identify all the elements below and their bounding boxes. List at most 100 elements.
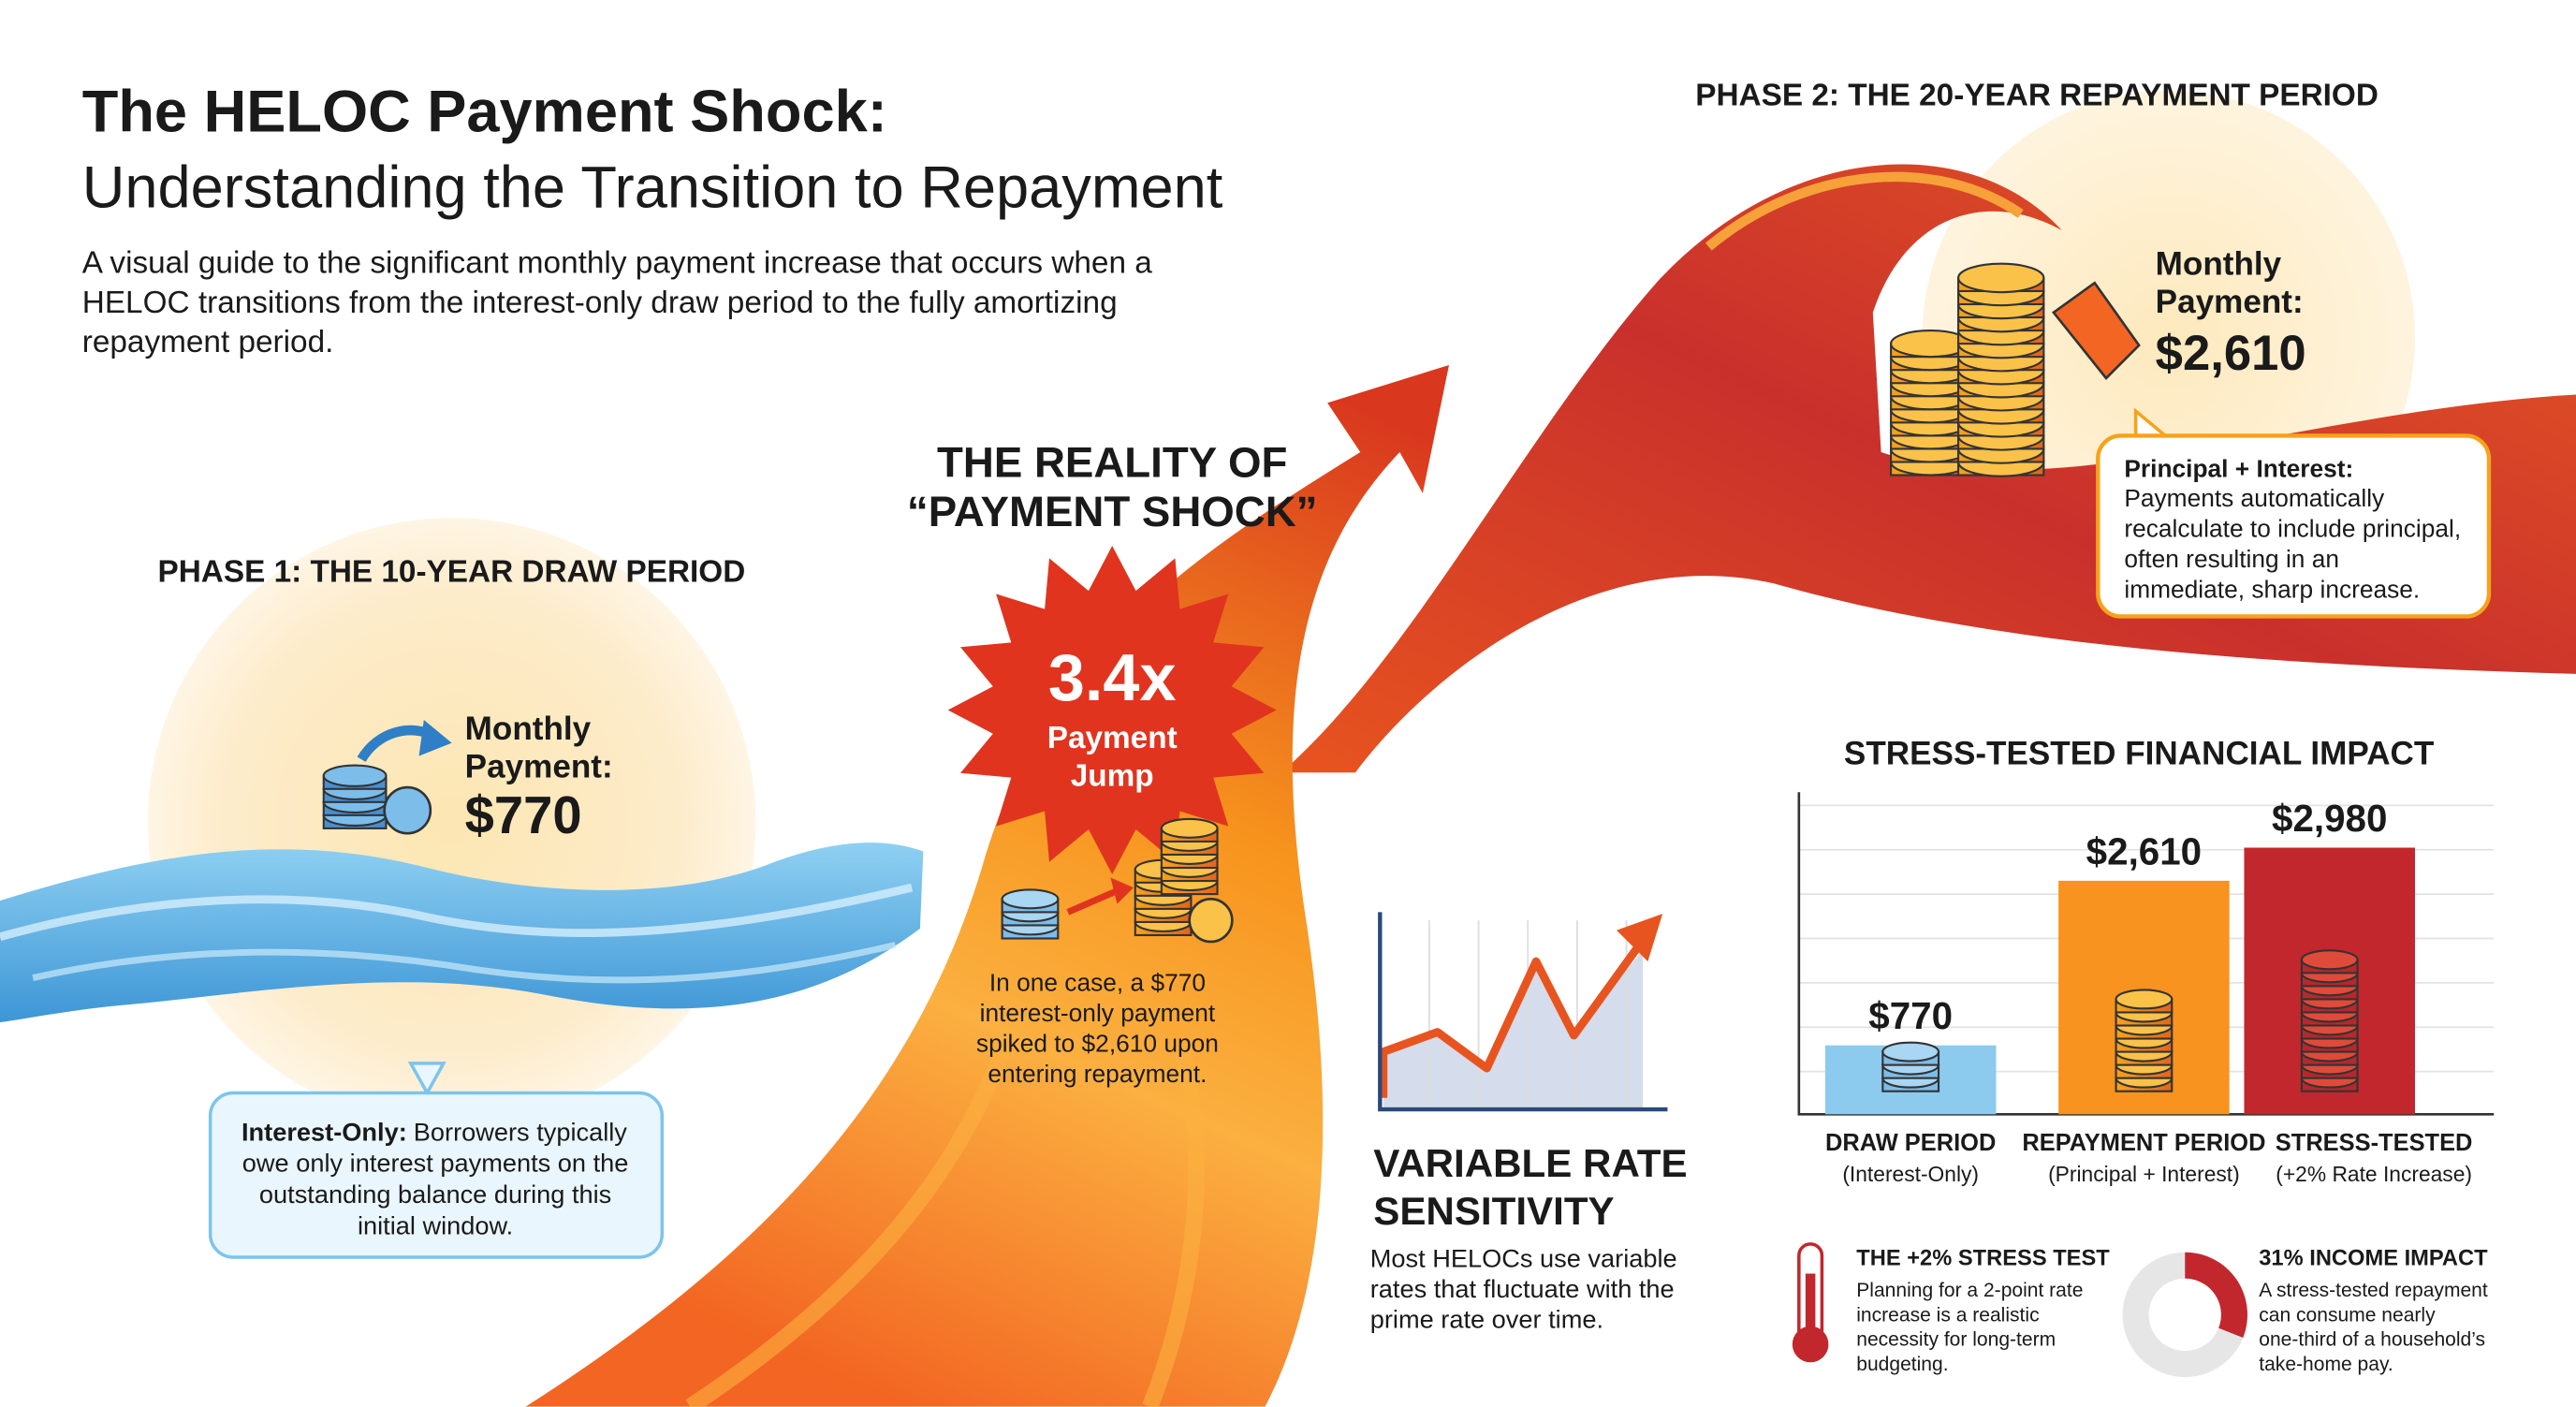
coin <box>1188 898 1234 944</box>
info-text: increase is a realistic <box>1856 1304 2039 1326</box>
coin-stack <box>1881 1041 1940 1092</box>
note-text: outstanding balance during this <box>259 1180 611 1209</box>
rate-mini-chart <box>1378 912 1668 1112</box>
phase-heading: PHASE 2: THE 20-YEAR REPAYMENT PERIOD <box>1695 79 2378 113</box>
x-tick-label: DRAW PERIOD <box>1825 1130 1996 1156</box>
phase-heading: PHASE 1: THE 10-YEAR DRAW PERIOD <box>157 555 745 590</box>
info-text: take-home pay. <box>2259 1354 2393 1375</box>
info-text: necessity for long-term <box>1856 1329 2056 1351</box>
thermometer-bulb <box>1792 1326 1829 1363</box>
coin <box>383 785 432 835</box>
payment-value: $2,610 <box>2156 326 2306 381</box>
description: repayment period. <box>82 325 334 359</box>
shock-note: interest-only payment <box>980 999 1216 1027</box>
x-tick-note: (Principal + Interest) <box>2048 1162 2240 1186</box>
info-heading: THE +2% STRESS TEST <box>1856 1247 2110 1271</box>
x-tick-note: (Interest-Only) <box>1842 1162 1979 1186</box>
subtitle: Understanding the Transition to Repaymen… <box>82 154 1223 220</box>
wave-stripe <box>32 942 897 984</box>
coin-arrow-head <box>1110 877 1134 904</box>
note-line: Borrowers typically <box>414 1117 628 1146</box>
coin-stack <box>322 764 388 829</box>
note-text: initial window. <box>358 1210 513 1239</box>
coin-stack <box>1890 330 1971 476</box>
note-label: Principal + Interest: <box>2124 454 2353 482</box>
shock-note: spiked to $2,610 upon <box>976 1030 1219 1058</box>
starburst <box>947 546 1277 875</box>
note-text: immediate, sharp increase. <box>2124 575 2420 603</box>
coin-top <box>2115 989 2174 1010</box>
value-label: $770 <box>1868 994 1953 1037</box>
coin-arrow <box>1066 887 1119 916</box>
multiplier-label: Jump <box>1071 758 1154 793</box>
x-tick-label: STRESS-TESTED <box>2276 1130 2473 1156</box>
note-text: Payments automatically <box>2124 484 2385 512</box>
rate-arrowhead <box>1617 914 1663 962</box>
donut-hole <box>2148 1278 2221 1352</box>
value-label: $2,610 <box>2086 829 2202 872</box>
flame-tongue <box>685 1048 1205 1407</box>
decoration <box>0 90 2576 1407</box>
coin-top <box>1957 262 2045 294</box>
note-label: Interest-Only: <box>242 1117 407 1146</box>
info-text: can consume nearly <box>2259 1304 2436 1326</box>
coin-top <box>2300 949 2359 971</box>
payment-label: Payment: <box>465 748 613 784</box>
multiplier-label: Payment <box>1047 721 1178 755</box>
payment-label: Monthly <box>2156 245 2282 282</box>
note-text: often resulting in an <box>2124 545 2339 573</box>
wave-crest <box>1705 171 2024 251</box>
description: HELOC transitions from the interest-only… <box>82 286 1118 320</box>
wave-stripe <box>0 883 914 941</box>
info-text: one-third of a household’s <box>2259 1329 2485 1351</box>
rate-area <box>1383 949 1644 1110</box>
coin-top <box>1160 817 1219 839</box>
note-box <box>208 1091 665 1259</box>
info-text: Planning for a 2-point rate <box>1856 1280 2083 1301</box>
coin-stack <box>1001 888 1060 940</box>
coin-top <box>322 764 388 787</box>
shock-heading: THE REALITY OF <box>937 438 1287 486</box>
multiplier: 3.4x <box>1048 640 1177 714</box>
title: The HELOC Payment Shock: <box>82 80 887 145</box>
x-tick-label: REPAYMENT PERIOD <box>2022 1130 2265 1156</box>
coin-arrow-head <box>418 720 452 756</box>
payment-value: $770 <box>465 785 582 844</box>
info-text: budgeting. <box>1856 1354 1948 1375</box>
sun-glow <box>147 518 756 1126</box>
price-tag <box>2051 281 2141 380</box>
coin-stack <box>1957 262 2045 477</box>
section-title: SENSITIVITY <box>1373 1189 1614 1233</box>
coin-stack <box>2300 949 2359 1092</box>
note-text: owe only interest payments on the <box>242 1149 629 1178</box>
note-box <box>2096 433 2492 619</box>
description: A visual guide to the significant monthl… <box>82 246 1153 281</box>
value-label: $2,980 <box>2272 797 2387 840</box>
shock-note: In one case, a $770 <box>989 969 1206 997</box>
payment-label: Payment: <box>2156 284 2304 320</box>
coin-top <box>1001 888 1060 910</box>
note-text: Interest-Only: Borrowers typically <box>242 1117 627 1146</box>
coin-stack <box>1160 817 1219 896</box>
info-heading: 31% INCOME IMPACT <box>2259 1247 2488 1271</box>
note-text: recalculate to include principal, <box>2124 514 2461 542</box>
payment-label: Monthly <box>465 711 592 747</box>
section-text: Most HELOCs use variable <box>1370 1244 1677 1273</box>
coin-top <box>1881 1041 1940 1063</box>
x-tick-note: (+2% Rate Increase) <box>2276 1162 2472 1186</box>
note-pointer <box>407 1062 446 1097</box>
chart-title: STRESS-TESTED FINANCIAL IMPACT <box>1844 735 2435 771</box>
section-title: VARIABLE RATE <box>1373 1141 1687 1185</box>
shock-heading: “PAYMENT SHOCK” <box>907 488 1318 535</box>
rate-axes <box>1378 912 1668 1112</box>
rate-line <box>1379 937 1647 1098</box>
info-text: A stress-tested repayment <box>2259 1280 2488 1301</box>
thermometer <box>1792 1242 1829 1363</box>
section-text: prime rate over time. <box>1370 1304 1603 1333</box>
thermometer-fill <box>1805 1273 1816 1348</box>
shock-note: entering repayment. <box>988 1060 1207 1088</box>
section-text: rates that fluctuate with the <box>1370 1274 1675 1303</box>
coin-stack <box>2115 989 2174 1092</box>
